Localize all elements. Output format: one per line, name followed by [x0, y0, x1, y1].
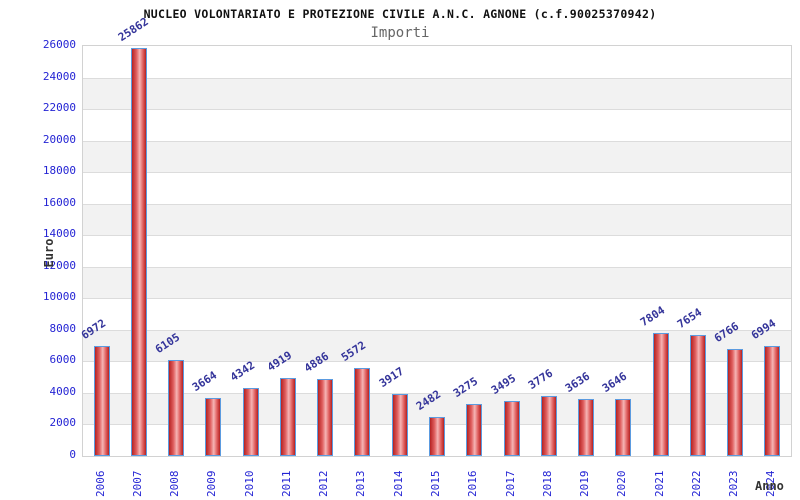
plot-band [83, 109, 791, 141]
y-tick-label: 22000 [42, 101, 76, 115]
x-tick-label-2006: 2006 [93, 470, 107, 498]
y-axis-title: Euro [42, 238, 56, 268]
chart-title: NUCLEO VOLONTARIATO E PROTEZIONE CIVILE … [143, 7, 657, 21]
x-tick-label-2016: 2016 [466, 470, 480, 498]
bar-2018 [540, 396, 557, 456]
bar-2008 [168, 359, 185, 456]
x-tick-label-2017: 2017 [503, 470, 517, 498]
plot-band [83, 329, 791, 362]
plot-band [83, 203, 791, 236]
y-tick-label: 14000 [42, 227, 76, 241]
x-tick-label-2023: 2023 [727, 470, 741, 498]
x-tick-label-2014: 2014 [391, 470, 405, 498]
y-tick-label: 10000 [42, 290, 76, 304]
y-tick-label: 26000 [42, 38, 76, 51]
gridline [83, 298, 791, 300]
x-tick-label-2010: 2010 [242, 470, 256, 498]
x-tick-label-2022: 2022 [689, 470, 703, 498]
bar-2016 [466, 404, 483, 456]
x-tick-label-2011: 2011 [279, 470, 293, 498]
y-tick-label: 24000 [42, 69, 76, 83]
bar-2007 [130, 48, 147, 456]
plot-band [83, 298, 791, 330]
plot-band [83, 361, 791, 393]
chart-subtitle: Importi [370, 25, 430, 41]
x-tick-label-2019: 2019 [578, 470, 592, 498]
bar-2017 [503, 400, 520, 456]
plot-band [83, 266, 791, 299]
gridline [83, 392, 791, 394]
y-tick-label: 16000 [42, 195, 76, 209]
bar-2021 [652, 332, 669, 456]
y-tick-label: 18000 [42, 164, 76, 178]
y-tick-label: 8000 [49, 321, 77, 335]
gridline [83, 77, 791, 79]
bar-2006 [93, 346, 110, 456]
x-tick-label-2012: 2012 [317, 470, 331, 498]
gridline [83, 235, 791, 237]
bar-2014 [391, 394, 408, 456]
x-tick-label-2013: 2013 [354, 470, 368, 498]
y-tick-label: 6000 [49, 353, 77, 367]
bar-2019 [578, 398, 595, 456]
x-axis-title: Anno [755, 479, 784, 493]
plot-band [83, 46, 791, 78]
gridline [83, 140, 791, 142]
plot-area [82, 45, 792, 457]
gridline [83, 266, 791, 268]
x-tick-label-2015: 2015 [429, 470, 442, 498]
y-tick-label: 0 [69, 448, 76, 461]
bar-2010 [242, 387, 259, 456]
x-tick-label-2018: 2018 [540, 470, 554, 498]
gridline [83, 329, 791, 331]
gridline [83, 361, 791, 363]
bar-2020 [615, 398, 632, 456]
plot-band [83, 235, 791, 267]
y-tick-label: 2000 [49, 416, 77, 430]
bar-2012 [317, 378, 334, 456]
bar-2024 [764, 345, 781, 456]
gridline [83, 203, 791, 205]
bar-2013 [354, 368, 371, 456]
x-tick-label-2021: 2021 [652, 470, 666, 498]
bar-2022 [689, 335, 706, 456]
plot-band [83, 77, 791, 110]
x-tick-label-2007: 2007 [130, 470, 144, 498]
gridline [83, 109, 791, 111]
bar-2009 [205, 398, 222, 456]
bar-2023 [727, 349, 744, 456]
gridline [83, 172, 791, 174]
x-tick-label-2020: 2020 [615, 470, 629, 498]
plot-band [83, 140, 791, 173]
x-tick-label-2009: 2009 [205, 470, 219, 498]
y-tick-label: 20000 [42, 132, 76, 146]
bar-2015 [429, 416, 445, 456]
bar-2011 [279, 378, 296, 456]
y-tick-label: 4000 [49, 384, 77, 398]
y-tick-label: 12000 [42, 258, 76, 272]
plot-band [83, 172, 791, 204]
x-tick-label-2008: 2008 [168, 470, 182, 498]
